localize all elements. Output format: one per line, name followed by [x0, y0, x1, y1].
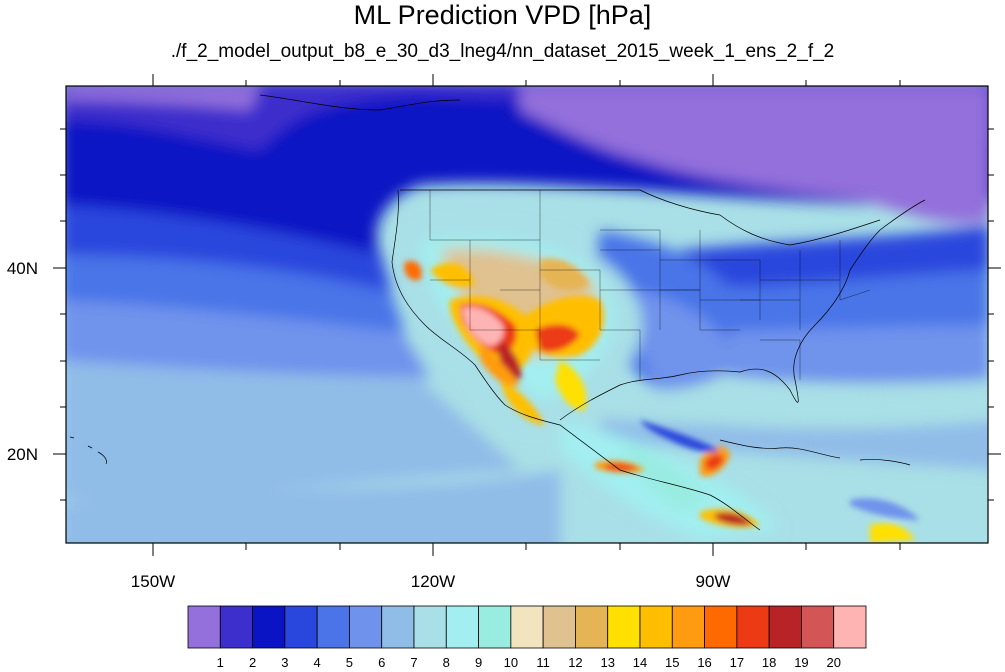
colorbar-label: 19	[794, 655, 808, 670]
colorbar-label: 18	[762, 655, 776, 670]
colorbar-label: 15	[665, 655, 679, 670]
colorbar-swatch	[187, 605, 221, 649]
colorbar-swatch	[768, 605, 802, 649]
colorbar-swatch	[478, 605, 512, 649]
lon-label-90w: 90W	[696, 572, 731, 591]
colorbar-swatch	[284, 605, 318, 649]
colorbar-swatch	[833, 605, 867, 649]
colorbar-label: 4	[314, 655, 321, 670]
colorbar-label: 20	[826, 655, 840, 670]
lon-label-120w: 120W	[411, 572, 455, 591]
colorbar-swatch	[381, 605, 415, 649]
map-title: ML Prediction VPD [hPa]	[353, 0, 652, 30]
lon-label-150w: 150W	[131, 572, 175, 591]
colorbar-label: 6	[378, 655, 385, 670]
colorbar: 1 2 3 4 5 6 7 8 9 10 11 12 13 14 15 16 17 18 19 20	[187, 605, 867, 670]
lat-label-20n: 20N	[7, 445, 38, 464]
colorbar-swatch	[671, 605, 705, 649]
colorbar-swatch	[413, 605, 447, 649]
colorbar-swatch	[542, 605, 576, 649]
colorbar-label: 7	[410, 655, 417, 670]
colorbar-swatch	[801, 605, 835, 649]
colorbar-label: 2	[249, 655, 256, 670]
colorbar-label: 14	[633, 655, 647, 670]
colorbar-swatch	[445, 605, 479, 649]
colorbar-label: 17	[730, 655, 744, 670]
colorbar-label: 13	[600, 655, 614, 670]
colorbar-swatch	[510, 605, 544, 649]
colorbar-swatch	[349, 605, 383, 649]
colorbar-swatch	[704, 605, 738, 649]
colorbar-label: 5	[346, 655, 353, 670]
colorbar-swatch	[639, 605, 673, 649]
state-boundaries	[429, 190, 871, 380]
coastlines	[69, 94, 926, 531]
colorbar-label: 1	[217, 655, 224, 670]
map-field	[66, 86, 988, 543]
colorbar-swatch	[575, 605, 609, 649]
colorbar-label: 9	[475, 655, 482, 670]
colorbar-label: 8	[443, 655, 450, 670]
colorbar-label: 10	[504, 655, 518, 670]
colorbar-swatch	[736, 605, 770, 649]
colorbar-swatch	[316, 605, 350, 649]
colorbar-label: 3	[281, 655, 288, 670]
map-subtitle: ./f_2_model_output_b8_e_30_d3_lneg4/nn_d…	[170, 41, 835, 62]
colorbar-label: 16	[697, 655, 711, 670]
lat-label-40n: 40N	[7, 259, 38, 278]
colorbar-swatch	[219, 605, 253, 649]
colorbar-label: 12	[568, 655, 582, 670]
colorbar-swatch	[607, 605, 641, 649]
colorbar-swatch	[252, 605, 286, 649]
axis-ticks	[53, 74, 1001, 556]
colorbar-label: 11	[536, 655, 550, 670]
